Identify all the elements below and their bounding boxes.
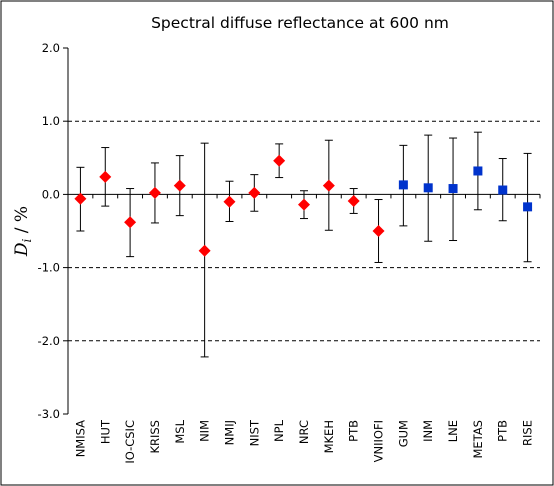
x-tick-label: NIST [247, 419, 261, 446]
diamond-marker [124, 216, 137, 229]
y-tick-labels: 2.0 1.0 0.0 -1.0 -2.0 -3.0 [38, 41, 60, 421]
diamond-marker [322, 179, 335, 192]
y-tick-label: 2.0 [42, 41, 60, 55]
square-marker [423, 183, 433, 193]
diamond-marker [99, 170, 112, 183]
diamond-marker [248, 186, 261, 199]
y-axis-label: Di / % [12, 206, 34, 257]
x-tick-label: NPL [272, 419, 286, 442]
y-tick-label: 1.0 [42, 114, 60, 128]
x-tick-label: KRISS [148, 420, 162, 454]
x-tick-labels: NMISA HUT IO-CSIC KRISS MSL NIM NMIJ NIST NPL NRC… [73, 419, 534, 464]
square-marker [473, 166, 483, 176]
x-tick-label: MKEH [322, 420, 336, 453]
grid-layer [68, 120, 540, 342]
x-tick-label: VNIIOFI [372, 420, 386, 462]
x-tick-label: LNE [446, 420, 460, 442]
x-tick-label: NRC [297, 420, 311, 444]
x-tick-label: METAS [471, 420, 485, 459]
x-tick-label: IO-CSIC [123, 420, 137, 464]
x-tick-label: RISE [521, 420, 535, 446]
x-tick-label: HUT [98, 419, 112, 444]
y-tick-label: -2.0 [38, 334, 60, 348]
diamond-marker [74, 192, 87, 205]
square-marker [498, 185, 508, 195]
x-tick-label: NIM [198, 420, 212, 442]
y-tick-label: -3.0 [38, 407, 60, 421]
diamond-marker [223, 195, 236, 208]
y-axis-subscript: i [20, 238, 34, 242]
y-tick-label: -1.0 [38, 261, 60, 275]
square-marker [448, 184, 458, 194]
x-tick-label: PTB [496, 420, 510, 442]
data-markers [74, 154, 533, 257]
diamond-marker [148, 186, 161, 199]
diamond-marker [198, 244, 211, 257]
diamond-marker [347, 194, 360, 207]
x-tick-label: NMIJ [222, 420, 236, 445]
diamond-marker [372, 225, 385, 237]
x-tick-label: INM [421, 420, 435, 442]
x-tick-label: NMISA [73, 420, 87, 457]
diamond-marker [273, 154, 286, 167]
y-axis-symbol: D [12, 242, 32, 257]
square-marker [523, 202, 533, 212]
y-axis-unit: / % [12, 206, 32, 239]
x-tick-label: MSL [173, 419, 187, 443]
diamond-marker [173, 179, 186, 192]
y-tick-label: 0.0 [42, 187, 60, 201]
diamond-marker [298, 198, 310, 211]
x-tick-label: PTB [347, 420, 361, 442]
x-tick-label: GUM [396, 420, 410, 447]
chart-title: Spectral diffuse reflectance at 600 nm [151, 14, 449, 32]
square-marker [398, 180, 408, 190]
